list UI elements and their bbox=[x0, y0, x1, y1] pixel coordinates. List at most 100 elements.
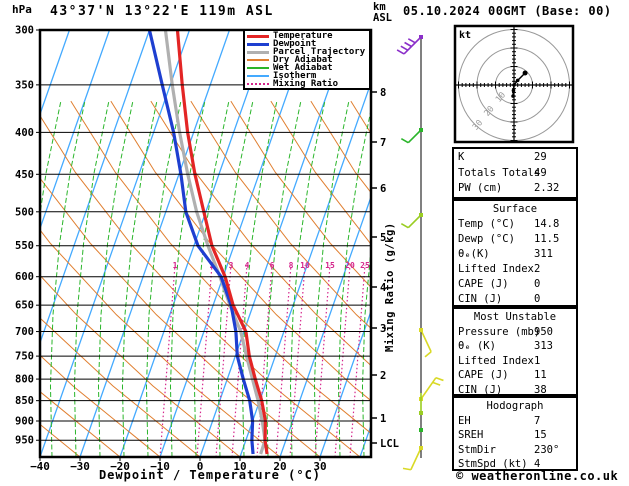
wet-adiabat-line bbox=[121, 101, 158, 457]
mixing-ratio-value-label: 3 bbox=[229, 261, 234, 270]
hodograph-ring-label: 10 bbox=[494, 90, 508, 104]
mixing-ratio-line bbox=[159, 264, 176, 457]
pressure-tick-label: 650 bbox=[15, 300, 34, 312]
mixing-ratio-value-label: 25 bbox=[360, 261, 370, 270]
km-tick-label: 4 bbox=[380, 282, 386, 294]
pressure-tick-label: 350 bbox=[15, 79, 34, 91]
stat-label: Lifted Index bbox=[458, 354, 534, 367]
stat-row: EH 7 bbox=[458, 414, 572, 429]
stat-value: 311 bbox=[534, 248, 553, 260]
mixing-ratio-value-label: 1 bbox=[173, 261, 178, 270]
stat-row: CIN (J) 0 bbox=[458, 292, 572, 307]
pressure-tick-label: 400 bbox=[15, 127, 34, 139]
pressure-tick-label: 850 bbox=[15, 395, 34, 407]
km-tick-label: 6 bbox=[380, 183, 386, 195]
stat-label: CIN (J) bbox=[458, 383, 503, 396]
stability-indices-table: K 29 Totals Totals 49 PW (cm) 2.32 bbox=[452, 147, 578, 199]
mixing-ratio-line bbox=[256, 264, 273, 457]
stat-row: CIN (J) 38 bbox=[458, 383, 572, 398]
pressure-unit-label: hPa bbox=[12, 3, 32, 16]
isotherm-line bbox=[119, 30, 271, 457]
line bbox=[407, 129, 422, 144]
temp-tick-label: −30 bbox=[70, 460, 90, 473]
dry-adiabat-line bbox=[270, 100, 371, 245]
mixing-ratio-line bbox=[196, 264, 213, 457]
mixing-ratio-line bbox=[314, 264, 331, 457]
stat-value: 2.32 bbox=[534, 182, 560, 194]
legend-item: Temperature bbox=[247, 31, 369, 41]
temp-tick-label: −20 bbox=[110, 460, 130, 473]
stat-table-title: Surface bbox=[492, 203, 538, 215]
wind-barb bbox=[396, 35, 423, 55]
isotherm-line bbox=[239, 80, 371, 457]
isotherm-line bbox=[279, 195, 371, 457]
circle bbox=[515, 78, 520, 83]
km-tick-label: 3 bbox=[380, 323, 386, 335]
stat-row: Temp (°C) 14.8 bbox=[458, 217, 572, 232]
sounding-curve bbox=[163, 30, 267, 455]
circle bbox=[511, 88, 516, 93]
wet-adiabat-line bbox=[0, 101, 13, 457]
stat-value: 7 bbox=[534, 414, 541, 427]
stat-row: Lifted Index 2 bbox=[458, 262, 572, 277]
circle bbox=[522, 70, 528, 76]
stat-label: θₑ (K) bbox=[458, 340, 496, 352]
rect bbox=[419, 428, 423, 432]
legend-label: Dewpoint bbox=[273, 39, 317, 49]
pressure-tick-label: 450 bbox=[15, 169, 34, 181]
isotherm-line bbox=[79, 30, 231, 457]
stat-value: 313 bbox=[534, 340, 553, 352]
dry-adiabat-line bbox=[230, 100, 371, 289]
isotherm-line bbox=[40, 30, 111, 231]
stat-label: θₑ(K) bbox=[458, 248, 490, 260]
stat-row: Dewp (°C) 11.5 bbox=[458, 232, 572, 247]
mixing-ratio-value-label: 10 bbox=[300, 261, 310, 270]
stat-row: StmDir 230° bbox=[458, 443, 572, 458]
line bbox=[400, 45, 409, 51]
mixing-ratio-line bbox=[289, 264, 306, 457]
legend-item: Mixing Ratio bbox=[247, 79, 369, 89]
circle bbox=[511, 94, 515, 98]
background-lines: 1 2 3 4 6 8 10 15 20 25 bbox=[0, 30, 629, 457]
stat-label: StmDir bbox=[458, 443, 496, 456]
line bbox=[407, 38, 416, 44]
legend-item: Dewpoint bbox=[247, 39, 369, 49]
line bbox=[403, 36, 422, 55]
wind-barb bbox=[419, 393, 423, 415]
stat-row: Lifted Index 1 bbox=[458, 354, 572, 369]
legend-label: Temperature bbox=[273, 31, 333, 41]
mixing-ratio-line bbox=[275, 264, 292, 457]
legend: Temperature Dewpoint Parcel Trajectory Dry … bbox=[243, 29, 371, 90]
line bbox=[396, 49, 405, 55]
dry-adiabat-line bbox=[70, 100, 371, 434]
stat-value: 1 bbox=[534, 354, 541, 367]
isotherm-line bbox=[40, 30, 191, 457]
legend-swatch bbox=[247, 50, 269, 54]
legend-label: Dry Adiabat bbox=[273, 55, 333, 65]
stat-row: SREH 15 bbox=[458, 428, 572, 443]
dry-adiabat-line bbox=[190, 100, 371, 330]
legend-label: Isotherm bbox=[273, 71, 317, 81]
stat-label: PW (cm) bbox=[458, 182, 503, 194]
temp-tick-label: 20 bbox=[273, 460, 286, 473]
legend-label: Wet Adiabat bbox=[273, 63, 333, 73]
stat-label: Totals Totals bbox=[458, 166, 541, 179]
dry-adiabat-line bbox=[310, 100, 371, 194]
lcl-label: LCL bbox=[380, 438, 399, 450]
stat-row: PW (cm) 2.32 bbox=[458, 181, 572, 197]
stat-label: EH bbox=[458, 414, 471, 427]
isotherm-line bbox=[159, 30, 311, 457]
stat-value: 2 bbox=[534, 263, 541, 275]
line bbox=[435, 376, 444, 382]
dry-adiabat-line bbox=[591, 101, 629, 457]
km-tick-label: 5 bbox=[380, 232, 386, 244]
wind-barb bbox=[419, 328, 432, 358]
stat-value: 950 bbox=[534, 325, 553, 338]
stat-row: CAPE (J) 0 bbox=[458, 277, 572, 292]
temp-tick-label: −40 bbox=[30, 460, 50, 473]
pressure-tick-label: 600 bbox=[15, 271, 34, 283]
line bbox=[400, 138, 409, 144]
stat-value: 0 bbox=[534, 278, 541, 290]
